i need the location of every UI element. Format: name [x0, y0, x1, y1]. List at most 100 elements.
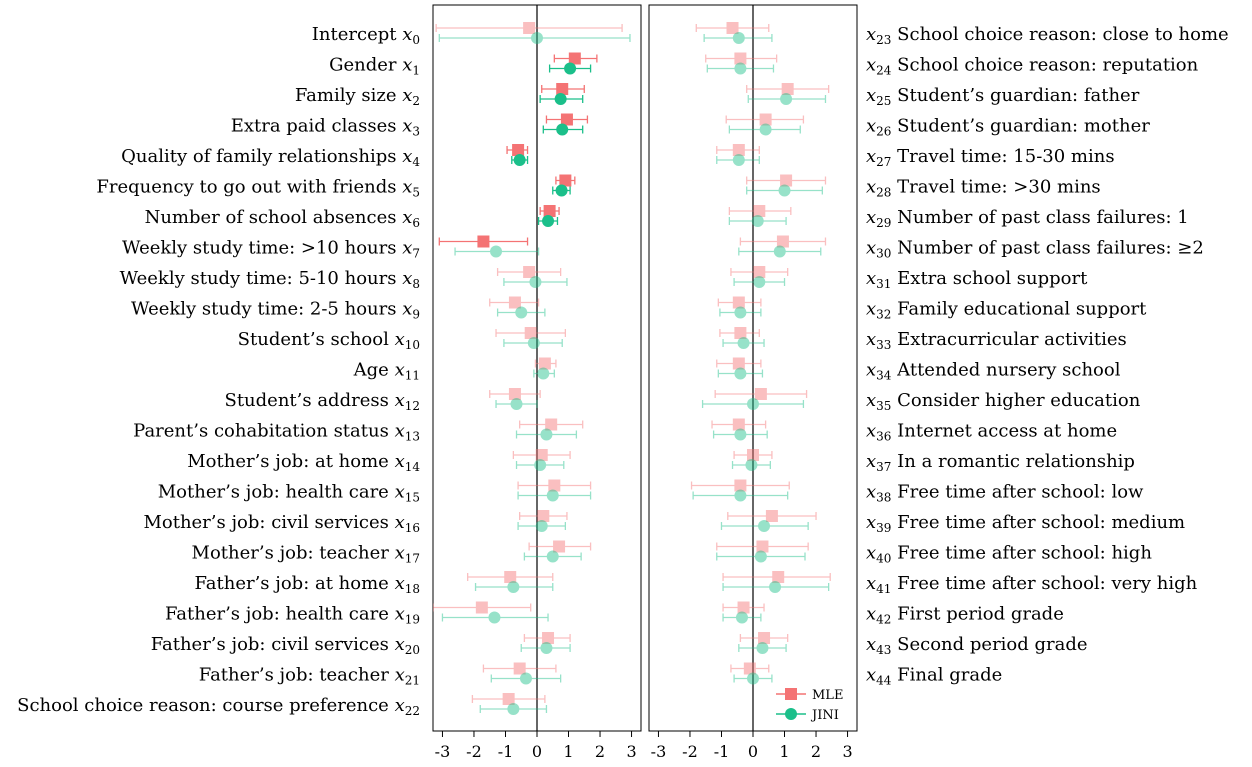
jini-estimate — [503, 276, 568, 288]
jini-point — [758, 520, 771, 532]
jini-estimate — [712, 428, 768, 441]
mle-point — [753, 205, 766, 217]
x-tick-label: 1 — [779, 742, 789, 761]
jini-estimate — [523, 550, 582, 563]
jini-estimate — [717, 367, 764, 380]
variable-label: Weekly study time: >10 hours x7 — [122, 238, 420, 261]
jini-estimate — [441, 611, 549, 624]
jini-estimate — [733, 276, 786, 288]
mle-estimate — [519, 510, 568, 522]
jini-estimate — [515, 428, 578, 441]
jini-point — [773, 245, 786, 258]
mle-estimate — [496, 266, 562, 278]
mle-point — [508, 296, 521, 309]
variable-label: x42 First period grade — [866, 604, 1064, 627]
jini-estimate — [438, 32, 631, 44]
mle-point — [523, 22, 536, 34]
jini-estimate — [454, 245, 540, 258]
mle-estimate — [512, 449, 571, 461]
mle-estimate — [711, 418, 767, 431]
mle-point — [732, 418, 745, 431]
variable-label: Extra paid classes x3 — [231, 116, 420, 139]
variable-label: x26 Student’s guardian: mother — [866, 116, 1150, 139]
mle-point — [556, 83, 569, 95]
jini-estimate — [719, 306, 762, 319]
mle-point — [502, 693, 515, 705]
mle-point — [756, 540, 769, 553]
variable-label: x30 Number of past class failures: ≥2 — [866, 238, 1204, 261]
variable-label: Student’s school x10 — [238, 329, 420, 352]
jini-point — [507, 581, 520, 593]
variable-label: Age x11 — [353, 360, 420, 383]
mle-estimate — [541, 83, 585, 95]
mle-estimate — [716, 144, 760, 156]
mle-point — [538, 357, 551, 370]
jini-point — [769, 581, 782, 593]
right-panel: -3 -2 -1 0 1 2 3 x23 School choice reason: clos… — [648, 4, 1229, 761]
x-tick-label: -1 — [714, 742, 730, 761]
jini-point — [732, 154, 745, 166]
jini-point — [546, 550, 559, 563]
variable-label: Father’s job: civil services x20 — [151, 634, 420, 657]
mle-estimate — [534, 357, 557, 370]
mle-point — [508, 388, 521, 400]
variable-label: Student’s address x12 — [224, 390, 420, 413]
jini-estimate — [716, 550, 806, 563]
mle-estimate — [690, 479, 790, 492]
mle-point — [743, 662, 756, 675]
variable-label: Weekly study time: 5-10 hours x8 — [120, 268, 420, 291]
mle-estimate — [489, 296, 540, 309]
mle-estimate — [746, 83, 830, 95]
mle-estimate — [495, 327, 567, 339]
jini-point — [751, 215, 764, 227]
jini-point — [519, 672, 532, 685]
jini-point — [540, 642, 553, 654]
jini-estimate — [706, 62, 775, 75]
variable-label: Father’s job: at home x18 — [195, 573, 421, 596]
jini-point — [513, 154, 526, 166]
mle-point — [781, 83, 794, 95]
jini-estimate — [495, 398, 538, 410]
jini-point — [507, 703, 520, 715]
jini-estimate — [517, 489, 592, 502]
variable-label: Mother’s job: teacher x17 — [192, 543, 420, 566]
mle-point — [545, 418, 558, 431]
mle-point — [504, 571, 517, 583]
jini-estimate — [731, 459, 771, 471]
variable-label: x35 Consider higher education — [866, 390, 1141, 413]
jini-point — [759, 123, 772, 136]
mle-estimate — [467, 571, 554, 583]
variable-label: x28 Travel time: >30 mins — [866, 177, 1101, 200]
mle-estimate — [695, 22, 770, 34]
mle-point — [732, 144, 745, 156]
mle-estimate — [438, 235, 529, 248]
mle-estimate — [523, 632, 571, 644]
jini-estimate — [511, 154, 529, 166]
jini-estimate — [520, 642, 571, 654]
jini-estimate — [503, 337, 563, 349]
mle-point — [737, 601, 750, 614]
variable-label: Weekly study time: 2-5 hours x9 — [131, 299, 420, 322]
mle-estimate — [555, 174, 576, 187]
jini-estimate — [747, 93, 827, 105]
jini-point — [542, 215, 555, 227]
mle-estimate — [489, 388, 541, 400]
mle-estimate — [528, 540, 592, 553]
mle-point — [568, 52, 581, 65]
jini-point — [745, 459, 758, 471]
legend-label: JINI — [810, 708, 839, 723]
x-tick-label: 0 — [532, 742, 542, 761]
mle-point — [734, 327, 747, 339]
jini-point — [734, 62, 747, 75]
mle-estimate — [482, 662, 557, 675]
variable-label: Father’s job: teacher x21 — [199, 665, 420, 688]
jini-estimate — [533, 367, 555, 380]
jini-point — [537, 367, 550, 380]
mle-estimate — [727, 510, 817, 522]
variable-label: x39 Free time after school: medium — [866, 512, 1185, 535]
mle-estimate — [553, 52, 598, 65]
jini-point — [756, 642, 769, 654]
jini-point — [546, 489, 559, 502]
jini-estimate — [722, 611, 762, 624]
